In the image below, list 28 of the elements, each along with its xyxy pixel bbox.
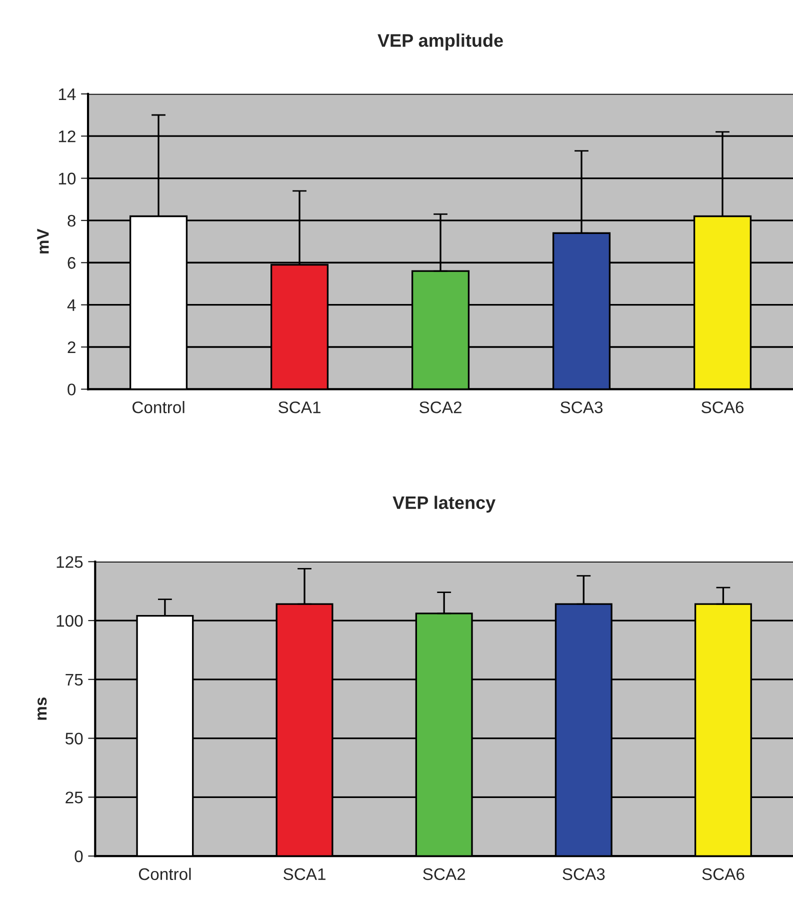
y-tick-label: 4: [67, 299, 76, 311]
y-tick-label: 14: [58, 88, 76, 100]
x-tick-label: SCA1: [284, 868, 326, 880]
y-tick-label: 10: [58, 172, 76, 184]
y-tick-label: 0: [68, 384, 76, 396]
x-tick-label: SCA3: [562, 868, 605, 880]
chart-title: VEP latency: [392, 496, 496, 513]
x-tick-label: SCA2: [423, 868, 466, 880]
x-tick-label: Control: [138, 868, 191, 880]
chart-title: VEP amplitude: [378, 34, 503, 50]
y-tick-label: 0: [74, 850, 83, 862]
x-tick-label: SCA2: [420, 401, 462, 414]
y-tick-label: 6: [68, 257, 76, 269]
y-axis-title: mV: [37, 228, 49, 254]
x-tick-label: SCA6: [702, 868, 744, 880]
y-tick-label: 50: [65, 732, 83, 744]
x-tick-label: SCA1: [278, 401, 320, 414]
x-tick-label: Control: [132, 401, 184, 414]
y-tick-label: 25: [66, 792, 83, 804]
y-tick-label: 12: [58, 130, 76, 142]
x-tick-label: SCA6: [701, 401, 744, 414]
y-tick-label: 8: [68, 214, 76, 227]
y-tick-label: 2: [68, 341, 76, 354]
y-tick-label: 100: [56, 614, 83, 627]
y-tick-label: 125: [56, 556, 83, 568]
y-axis-title: ms: [38, 697, 47, 720]
x-tick-label: SCA3: [560, 401, 603, 414]
y-tick-label: 75: [66, 674, 83, 686]
